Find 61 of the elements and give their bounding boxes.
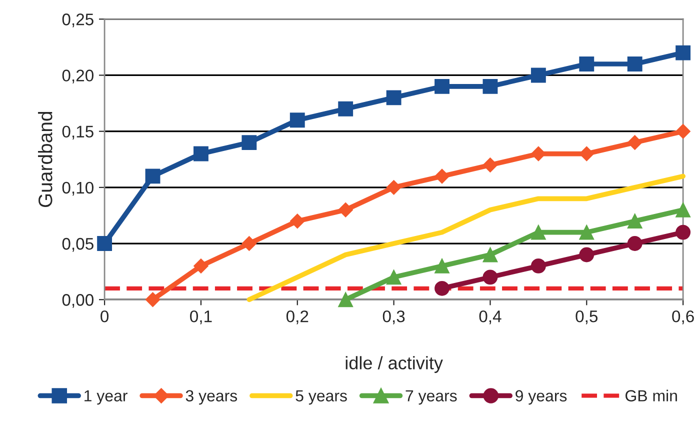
- x-tick-label: 0,3: [382, 310, 405, 324]
- point: [531, 146, 546, 162]
- x-tick-label: 0,5: [576, 310, 598, 324]
- point: [386, 270, 402, 285]
- point: [676, 202, 691, 218]
- x-tick-label: 0,2: [286, 310, 308, 324]
- x-axis-title: idle / activity: [346, 356, 443, 373]
- point: [676, 124, 690, 139]
- point: [338, 292, 354, 308]
- y-tick-label: 0,00: [62, 294, 94, 308]
- legend-label: 1 year: [84, 390, 128, 405]
- legend-label: 3 years: [186, 390, 238, 405]
- point: [338, 101, 354, 116]
- point: [386, 180, 402, 195]
- point: [194, 146, 208, 162]
- point: [386, 90, 402, 106]
- line-series: [246, 174, 686, 302]
- point: [290, 214, 305, 228]
- point: [579, 146, 594, 162]
- point: [242, 135, 257, 150]
- point: [627, 56, 642, 72]
- y-tick-label: 0,10: [62, 182, 94, 196]
- point: [434, 280, 450, 296]
- y-tick-label: 0,25: [62, 14, 94, 28]
- point: [579, 247, 594, 262]
- point: [530, 258, 546, 274]
- point: [482, 270, 498, 285]
- point: [530, 68, 546, 83]
- y-tick-label: 0,15: [62, 126, 94, 140]
- point: [482, 247, 498, 262]
- point: [434, 258, 450, 274]
- point: [97, 236, 112, 251]
- point: [627, 214, 642, 229]
- legend-label: 7 years: [406, 390, 457, 405]
- y-tick-label: 0,20: [62, 70, 94, 84]
- y-axis-title: Guardband: [38, 112, 52, 208]
- point: [530, 224, 546, 240]
- point: [338, 202, 353, 218]
- legend-label: GB min: [626, 390, 677, 402]
- legend-label: 9 years: [516, 390, 567, 405]
- point: [145, 292, 160, 308]
- point: [194, 258, 208, 274]
- point: [676, 45, 691, 60]
- point: [290, 112, 305, 128]
- x-tick-label: 0: [100, 310, 109, 322]
- point: [242, 236, 257, 251]
- point: [627, 236, 642, 251]
- point: [434, 78, 450, 94]
- y-tick-label: 0,05: [62, 238, 94, 252]
- x-tick-label: 0,4: [479, 310, 502, 324]
- x-tick-label: 0,1: [190, 310, 212, 324]
- point: [579, 224, 594, 240]
- x-tick-label: 0,6: [672, 310, 694, 324]
- point: [627, 135, 642, 150]
- point: [145, 168, 160, 184]
- point: [676, 224, 691, 240]
- point: [482, 78, 498, 94]
- point: [579, 56, 594, 72]
- point: [434, 168, 450, 184]
- point: [482, 158, 498, 172]
- legend-label: 5 years: [296, 390, 347, 405]
